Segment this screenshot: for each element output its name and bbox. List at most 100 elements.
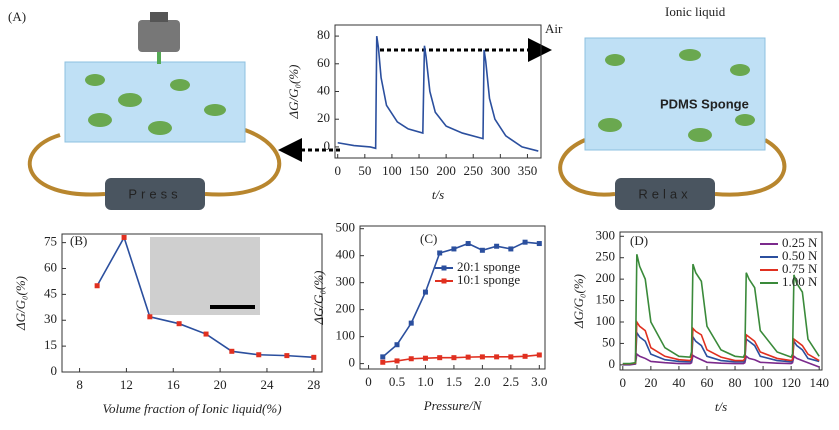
point: [494, 243, 500, 249]
y-tick-label: 45: [44, 285, 57, 300]
x-axis-label: Pressure/N: [423, 398, 483, 413]
x-tick-label: 0: [620, 375, 627, 390]
y-tick-label: 15: [44, 337, 57, 352]
x-tick-label: 1.0: [417, 374, 433, 389]
point: [437, 250, 443, 256]
y-tick-label: 20: [317, 110, 330, 125]
y-axis-label: ΔG/G₀(%): [13, 276, 28, 331]
x-tick-label: 28: [307, 377, 320, 392]
x-tick-label: 80: [729, 375, 742, 390]
point: [522, 239, 528, 245]
y-tick-label: 150: [596, 292, 616, 307]
y-tick-label: 40: [317, 82, 330, 97]
x-tick-label: 50: [358, 163, 371, 178]
point: [121, 234, 127, 240]
legend-label: 0.50 N: [782, 248, 818, 263]
panel-label: (D): [630, 233, 648, 248]
panel-label: (C): [420, 231, 437, 246]
y-tick-label: 0: [51, 363, 58, 378]
x-tick-label: 3.0: [531, 374, 547, 389]
press-illustration: [27, 12, 282, 210]
x-axis-label: t/s: [715, 399, 727, 414]
y-tick-label: 0: [349, 355, 356, 370]
legend-marker: [441, 265, 447, 271]
y-axis-label: ΔG/G₀(%): [311, 270, 326, 325]
legend-label: 0.25 N: [782, 235, 818, 250]
x-tick-label: 16: [167, 377, 181, 392]
y-tick-label: 0: [324, 138, 331, 153]
x-tick-label: 250: [463, 163, 483, 178]
point: [465, 241, 471, 247]
x-tick-label: 12: [120, 377, 133, 392]
y-tick-label: 300: [336, 274, 356, 289]
x-axis-label: t/s: [432, 187, 444, 202]
point: [422, 355, 428, 361]
scale-bar: [210, 305, 255, 309]
y-tick-label: 250: [596, 249, 616, 264]
point: [437, 355, 443, 361]
series-line: [622, 352, 820, 368]
series-line: [622, 319, 820, 365]
x-tick-label: 20: [644, 375, 657, 390]
y-tick-label: 400: [336, 247, 356, 262]
y-tick-label: 75: [44, 234, 57, 249]
point: [508, 354, 514, 360]
y-tick-label: 80: [317, 27, 330, 42]
point: [422, 289, 428, 295]
panel-label: (B): [70, 233, 87, 248]
point: [203, 331, 209, 337]
point: [94, 283, 100, 289]
annotation: PDMS Sponge: [660, 96, 749, 111]
legend-label: 0.75 N: [782, 261, 818, 276]
x-tick-label: 150: [409, 163, 429, 178]
series-line: [337, 35, 539, 152]
y-tick-label: 0: [609, 356, 616, 371]
x-tick-label: 2.0: [474, 374, 490, 389]
x-tick-label: 0: [334, 163, 341, 178]
x-tick-label: 60: [700, 375, 713, 390]
x-tick-label: 8: [76, 377, 83, 392]
point: [479, 354, 485, 360]
legend-label: 10:1 sponge: [457, 272, 520, 287]
point: [451, 246, 457, 252]
legend-marker: [441, 278, 447, 284]
legend-label: 20:1 sponge: [457, 259, 520, 274]
x-tick-label: 300: [491, 163, 511, 178]
point: [522, 353, 528, 359]
point: [394, 342, 400, 348]
point: [479, 247, 485, 253]
point: [380, 354, 386, 360]
y-tick-label: 300: [596, 227, 616, 242]
y-axis-label: ΔG/G₀(%): [571, 274, 586, 329]
point: [494, 354, 500, 360]
x-tick-label: 0.5: [389, 374, 405, 389]
annotation: Ionic liquid: [665, 4, 726, 19]
x-axis-label: Volume fraction of Ionic liquid(%): [102, 401, 281, 416]
point: [408, 320, 414, 326]
y-tick-label: 200: [596, 270, 616, 285]
point: [229, 348, 235, 354]
point: [465, 354, 471, 360]
point: [408, 356, 414, 362]
x-tick-label: 20: [214, 377, 227, 392]
point: [176, 321, 182, 327]
x-tick-label: 140: [809, 375, 829, 390]
y-tick-label: 30: [44, 311, 57, 326]
y-tick-label: 200: [336, 301, 356, 316]
point: [380, 359, 386, 365]
point: [284, 353, 290, 359]
point: [311, 354, 317, 360]
point: [508, 246, 514, 252]
legend-label: 1.00 N: [782, 274, 818, 289]
series-line: [382, 354, 540, 364]
x-tick-label: 40: [672, 375, 685, 390]
x-tick-label: 100: [753, 375, 773, 390]
x-tick-label: 200: [436, 163, 456, 178]
point: [451, 355, 457, 361]
series-line: [622, 254, 820, 365]
x-tick-label: 120: [781, 375, 801, 390]
annotation: Air: [545, 21, 563, 36]
x-tick-label: 2.5: [503, 374, 519, 389]
y-tick-label: 50: [602, 334, 615, 349]
